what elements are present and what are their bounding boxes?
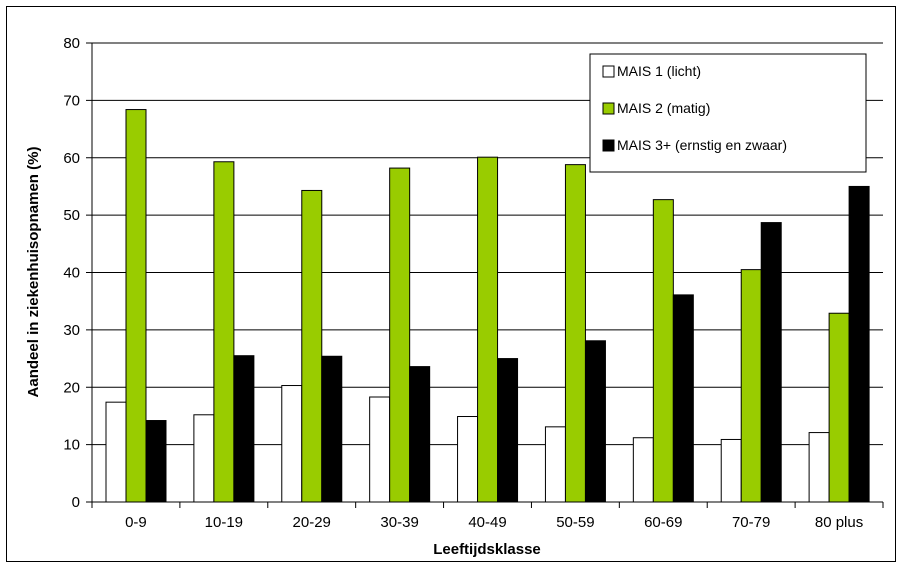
y-tick-label-1: 10 bbox=[63, 437, 80, 454]
bar-3-2 bbox=[233, 355, 255, 503]
y-tick-label-0: 0 bbox=[72, 494, 80, 511]
bar-1-8 bbox=[720, 438, 742, 503]
x-tick-labels: 0-9 10-19 20-29 30-39 40-49 50-59 60-69 70-79 80… bbox=[125, 514, 863, 531]
x-tick-label-3: 20-29 bbox=[293, 514, 331, 531]
y-tick-label-5: 50 bbox=[63, 207, 80, 224]
x-tick-label-8: 70-79 bbox=[732, 514, 770, 531]
bar-1-5 bbox=[457, 416, 479, 503]
x-tick-label-1: 0-9 bbox=[125, 514, 147, 531]
y-tick-label-8: 80 bbox=[63, 35, 80, 52]
bar-3-7 bbox=[672, 294, 694, 503]
bar-2-2 bbox=[213, 161, 235, 503]
legend-swatch-3 bbox=[602, 139, 615, 152]
x-tick-label-6: 50-59 bbox=[556, 514, 594, 531]
bar-3-8 bbox=[760, 222, 782, 503]
bar-1-1 bbox=[105, 401, 127, 503]
bar-3-5 bbox=[497, 358, 519, 503]
bar-1-3 bbox=[281, 385, 303, 503]
bar-3-1 bbox=[145, 420, 167, 503]
legend-label-3: MAIS 3+ (ernstig en zwaar) bbox=[617, 137, 787, 153]
bar-1-9 bbox=[808, 432, 830, 503]
x-axis-title: Leeftijdsklasse bbox=[433, 541, 541, 558]
legend-label-1: MAIS 1 (licht) bbox=[617, 63, 701, 79]
bar-1-4 bbox=[369, 396, 391, 503]
bar-3-6 bbox=[584, 340, 606, 503]
bar-2-6 bbox=[564, 164, 586, 503]
bar-1-2 bbox=[193, 414, 215, 503]
legend-swatch-2 bbox=[602, 102, 615, 115]
bar-2-3 bbox=[301, 189, 323, 503]
x-tick-label-9: 80 plus bbox=[815, 514, 863, 531]
legend: MAIS 1 (licht) MAIS 2 (matig) MAIS 3+ (ern… bbox=[589, 53, 867, 173]
bar-3-4 bbox=[409, 366, 431, 503]
legend-swatch-1 bbox=[602, 65, 615, 78]
bar-2-4 bbox=[389, 167, 411, 503]
bar-3-9 bbox=[848, 185, 870, 503]
bar-1-6 bbox=[544, 426, 566, 503]
y-axis-title: Aandeel in ziekenhuisopnamen (%) bbox=[25, 147, 42, 398]
y-tick-label-3: 30 bbox=[63, 322, 80, 339]
y-tick-labels: 0 10 20 30 40 50 60 70 80 bbox=[63, 35, 92, 511]
y-tick-label-7: 70 bbox=[63, 92, 80, 109]
bar-2-7 bbox=[652, 199, 674, 503]
bar-2-9 bbox=[828, 312, 850, 503]
y-tick-label-4: 40 bbox=[63, 265, 80, 282]
y-tick-label-2: 20 bbox=[63, 379, 80, 396]
x-tick-label-5: 40-49 bbox=[468, 514, 506, 531]
legend-box bbox=[589, 53, 867, 173]
bar-3-3 bbox=[321, 355, 343, 503]
bars bbox=[105, 109, 870, 503]
bar-2-5 bbox=[477, 156, 499, 503]
x-tick-label-2: 10-19 bbox=[205, 514, 243, 531]
x-tick-label-7: 60-69 bbox=[644, 514, 682, 531]
bar-1-7 bbox=[632, 437, 654, 503]
bar-2-1 bbox=[125, 109, 147, 503]
bar-2-8 bbox=[740, 269, 762, 503]
y-tick-label-6: 60 bbox=[63, 150, 80, 167]
legend-label-2: MAIS 2 (matig) bbox=[617, 100, 710, 116]
x-tick-label-4: 30-39 bbox=[380, 514, 418, 531]
